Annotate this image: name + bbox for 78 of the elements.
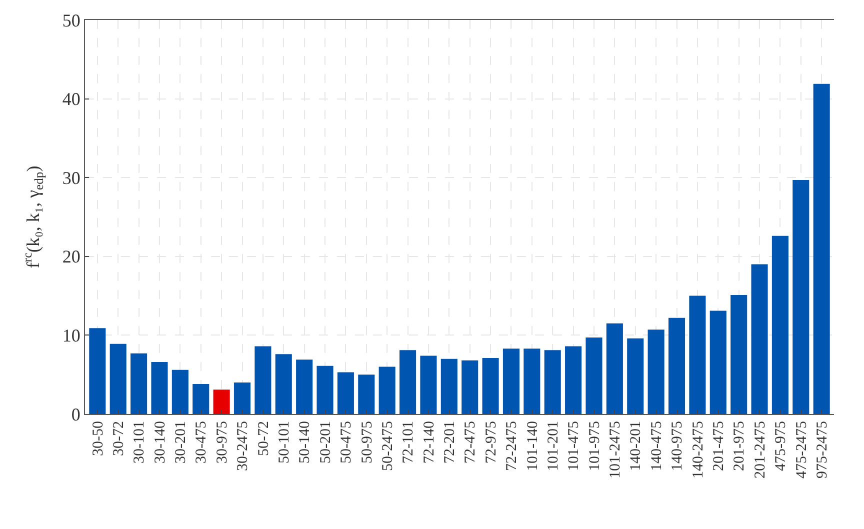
bar	[586, 338, 602, 414]
bar	[254, 346, 272, 414]
x-tick-label: 201-2475	[752, 421, 768, 478]
x-tick-label: 140-975	[670, 421, 686, 471]
bar	[151, 362, 168, 414]
x-tick-label: 30-975	[214, 421, 230, 464]
bar	[482, 358, 499, 414]
x-tick-label: 30-140	[152, 421, 168, 464]
x-tick-label: 72-475	[462, 421, 479, 464]
x-tick-label: 50-101	[276, 421, 293, 464]
bar	[668, 318, 686, 414]
x-tick-label: 30-50	[90, 421, 106, 456]
bar	[524, 348, 540, 414]
x-tick-label: 72-101	[400, 421, 417, 464]
x-tick-label: 50-975	[359, 421, 376, 464]
x-tick-label: 140-2475	[690, 421, 706, 478]
bar	[565, 346, 582, 414]
x-tick-label: 101-140	[524, 421, 541, 471]
x-tick-label: 201-475	[711, 421, 728, 471]
x-tick-label: 475-975	[773, 421, 790, 471]
bar	[192, 384, 210, 414]
x-tick-label: 101-2475	[608, 421, 624, 478]
bar	[316, 366, 334, 414]
x-tick-label: 50-140	[297, 421, 314, 464]
y-tick-label: 0	[71, 404, 80, 424]
y-tick-label: 40	[62, 89, 80, 110]
x-tick-label: 30-2475	[235, 421, 252, 471]
x-tick-label: 475-2475	[794, 421, 810, 478]
x-tick-label: 72-140	[421, 421, 438, 464]
x-tick-label: 50-72	[256, 421, 272, 456]
bar	[378, 366, 396, 414]
y-tick-label: 30	[62, 168, 80, 188]
bar	[544, 350, 561, 414]
bar	[751, 264, 768, 414]
x-tick-label: 201-975	[732, 421, 748, 471]
bar	[689, 296, 706, 414]
x-tick-label: 72-201	[442, 421, 458, 464]
bar	[213, 390, 230, 414]
bar	[606, 323, 623, 414]
bar	[172, 370, 188, 414]
x-tick-label: 101-475	[566, 421, 582, 471]
x-tick-label: 50-475	[338, 421, 355, 464]
x-tick-label: 101-975	[586, 421, 603, 471]
x-tick-label: 30-201	[173, 421, 190, 464]
bar	[648, 330, 664, 414]
x-tick-label: 975-2475	[814, 421, 830, 478]
bar	[792, 180, 810, 414]
x-tick-label: 50-201	[318, 421, 334, 464]
bar	[275, 354, 292, 414]
y-tick-label: 50	[62, 10, 80, 30]
bar	[400, 350, 416, 414]
y-tick-label: 10	[62, 326, 80, 346]
bar	[710, 310, 726, 414]
x-tick-label: 30-72	[110, 421, 127, 456]
y-tick-label: 20	[62, 246, 80, 267]
bar	[420, 356, 437, 414]
bar	[234, 382, 251, 414]
bar	[296, 360, 313, 414]
bar	[440, 358, 458, 414]
x-tick-label: 30-101	[132, 421, 148, 464]
bar	[627, 338, 644, 414]
x-tick-label: 72-975	[483, 421, 500, 464]
bar	[89, 328, 106, 414]
bar	[462, 360, 478, 414]
bar	[110, 344, 126, 414]
bar	[130, 353, 148, 414]
bar	[772, 236, 788, 414]
bar	[730, 295, 748, 414]
bar	[813, 84, 830, 414]
x-tick-label: 50-2475	[380, 421, 396, 471]
bar	[502, 348, 520, 414]
bar	[358, 374, 375, 414]
x-tick-label: 140-201	[628, 421, 644, 471]
x-tick-label: 140-475	[648, 421, 665, 471]
x-tick-label: 30-475	[194, 421, 210, 464]
bar	[337, 372, 354, 414]
x-tick-label: 101-201	[545, 421, 562, 471]
x-tick-label: 72-2475	[504, 421, 520, 471]
